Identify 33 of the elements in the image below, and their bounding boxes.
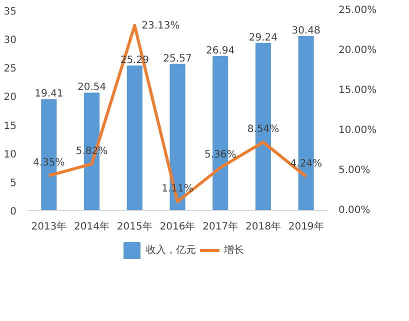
y-tick-label: 30 — [4, 35, 17, 46]
x-tick-label: 2019年 — [288, 220, 324, 232]
data-label: 5.82% — [76, 146, 108, 157]
data-label: 25.57 — [163, 53, 192, 64]
data-label: 26.94 — [206, 46, 235, 57]
bar — [126, 65, 142, 210]
x-tick-label: 2018年 — [245, 220, 281, 232]
y-tick-label: 35 — [4, 6, 17, 18]
x-tick-label: 2017年 — [202, 220, 238, 232]
data-label: 29.24 — [248, 32, 278, 44]
data-label: 30.48 — [292, 25, 320, 36]
y2-tick-label: 0.00% — [338, 205, 370, 216]
data-label: 1.11% — [162, 184, 194, 195]
x-tick-label: 2013年 — [31, 220, 67, 232]
legend-label: 收入，亿元 — [146, 244, 196, 257]
legend-label: 增长 — [224, 244, 244, 257]
y-tick-label: 20 — [4, 92, 17, 104]
y2-tick-label: 20.00% — [338, 45, 377, 56]
x-tick-label: 2015年 — [116, 220, 152, 232]
y-tick-label: 25 — [4, 64, 17, 75]
x-tick-label: 2014年 — [74, 220, 110, 232]
data-label: 19.41 — [34, 88, 64, 100]
y2-tick-label: 25.00% — [338, 5, 377, 16]
y-tick-label: 10 — [4, 149, 17, 160]
x-tick-label: 2016年 — [160, 220, 196, 232]
y2-tick-label: 15.00% — [338, 85, 377, 96]
y2-tick-label: 10.00% — [338, 125, 377, 136]
y-tick-label: 0 — [10, 206, 17, 218]
y2-tick-label: 5.00% — [338, 165, 370, 176]
data-label: 20.54 — [77, 82, 106, 94]
y-tick-label: 15 — [4, 120, 17, 132]
y-tick-label: 5 — [10, 178, 17, 189]
data-label: 23.13% — [142, 20, 180, 32]
